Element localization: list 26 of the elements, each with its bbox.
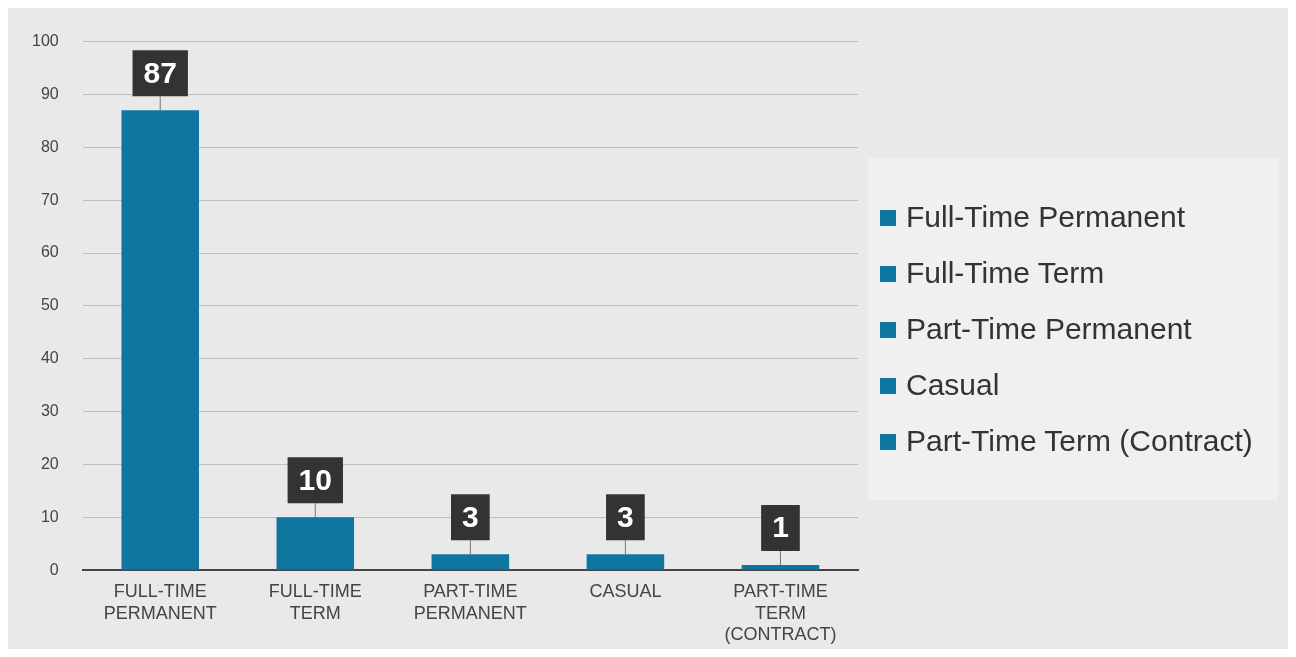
y-tick-label: 50: [40, 296, 59, 314]
y-tick-label: 30: [40, 402, 59, 420]
y-tick-label: 70: [40, 190, 59, 208]
x-tick-label: FULL-TIME PERMANENT: [103, 580, 217, 623]
data-label: 87: [143, 55, 177, 89]
x-tick-label: PART-TIME PERMANENT: [413, 580, 527, 623]
legend-label: Full-Time Permanent: [906, 199, 1185, 234]
y-tick-label: 100: [31, 32, 59, 50]
y-tick-label: 90: [40, 84, 59, 102]
y-tick-label: 80: [40, 137, 59, 155]
legend-label: Part-Time Term (Contract): [906, 423, 1253, 458]
y-tick-label: 0: [49, 560, 59, 578]
legend-label: Part-Time Permanent: [906, 311, 1192, 346]
data-label: 3: [462, 499, 479, 533]
x-tick-label: CASUAL: [589, 580, 662, 601]
data-label: 1: [772, 510, 789, 544]
y-tick-label: 60: [40, 243, 59, 261]
y-tick-label: 20: [40, 454, 59, 472]
data-label: 3: [617, 499, 634, 533]
y-tick-label: 40: [40, 349, 59, 367]
legend-label: Full-Time Term: [906, 255, 1105, 290]
x-tick-label: PART-TIME TERM (CONTRACT): [724, 580, 837, 645]
y-tick-label: 10: [40, 507, 59, 525]
x-tick-label: FULL-TIME TERM: [268, 580, 362, 623]
legend-label: Casual: [906, 367, 1000, 402]
data-label: 10: [298, 462, 332, 496]
